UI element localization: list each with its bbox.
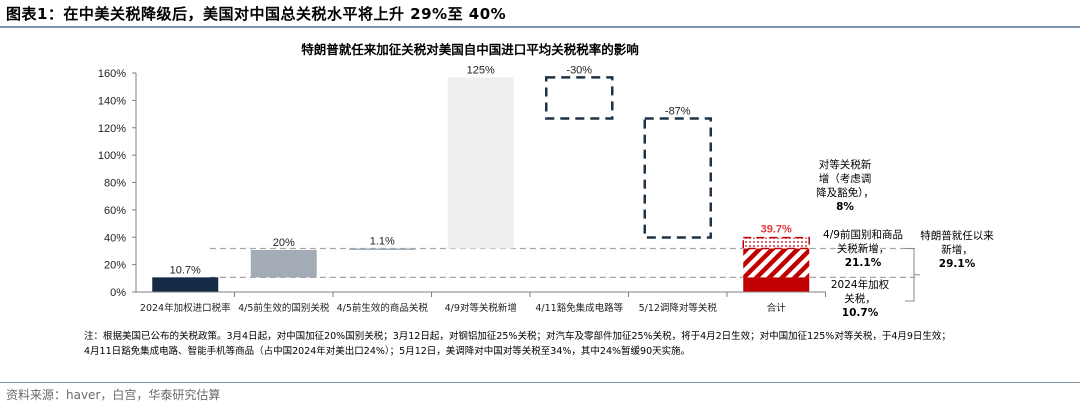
source-divider — [0, 382, 1080, 383]
annotation-reciprocal-text: 对等关税新增（考虑调降及豁免）， — [816, 159, 874, 199]
annotation-base-2024: 2024年加权关税， 10.7% — [827, 278, 893, 320]
y-tick-label: 20% — [104, 260, 126, 272]
figure-title: 图表1：在中美关税降级后，美国对中国总关税水平将上升 29%至 40% — [6, 5, 507, 23]
y-tick-label: 100% — [98, 150, 126, 162]
waterfall-bar — [250, 249, 317, 278]
y-tick-label: 0% — [110, 287, 126, 299]
annotation-reciprocal-value: 8% — [836, 201, 854, 213]
data-label: 1.1% — [370, 235, 395, 247]
waterfall-bar — [152, 277, 219, 292]
chart-note: 注：根据美国已公布的关税政策。3月4日起，对中国加征20%国别关税；3月12日起… — [84, 329, 1074, 359]
y-tick-label: 140% — [98, 95, 126, 107]
waterfall-bar — [643, 117, 712, 239]
annotation-since-trump: 特朗普就任以来新增， 29.1% — [920, 229, 994, 271]
y-tick-label: 60% — [104, 205, 126, 217]
data-label: -87% — [665, 105, 691, 117]
data-label: -30% — [566, 64, 592, 76]
bracket — [905, 247, 920, 302]
x-tick-label: 2024年加权进口税率 — [140, 302, 231, 314]
note-line: 注：根据美国已公布的关税政策。3月4日起，对中国加征20%国别关税；3月12日起… — [84, 331, 951, 342]
annotation-since-trump-value: 29.1% — [938, 258, 976, 270]
total-bar-segment — [742, 236, 810, 250]
title-divider — [0, 26, 1080, 28]
y-tick-label: 120% — [98, 123, 126, 135]
waterfall-bar — [349, 248, 416, 250]
x-tick-label: 合计 — [767, 302, 787, 314]
annotation-pre-4-9: 4/9前国别和商品关税新增， 21.1% — [822, 228, 904, 270]
total-bar-segment — [743, 277, 810, 292]
x-tick-label: 4/9对等关税新增 — [445, 302, 517, 314]
data-label: 20% — [273, 237, 295, 249]
waterfall-bar — [447, 77, 514, 249]
annotation-base-2024-text: 2024年加权关税， — [830, 279, 890, 305]
y-tick-label: 40% — [104, 232, 126, 244]
waterfall-bar — [545, 76, 614, 120]
y-tick-label: 80% — [104, 178, 126, 190]
source-text: 资料来源：haver，白宫，华泰研究估算 — [6, 388, 221, 402]
note-line: 4月11日豁免集成电路、智能手机等商品（占中国2024年对美出口24%）；5月1… — [84, 346, 691, 357]
data-label: 10.7% — [170, 264, 201, 276]
annotation-pre-4-9-value: 21.1% — [844, 257, 882, 269]
x-tick-label: 4/5前生效的商品关税 — [337, 302, 429, 314]
annotation-pre-4-9-text: 4/9前国别和商品关税新增， — [823, 229, 903, 255]
total-bar-segment — [743, 248, 810, 278]
chart-title: 特朗普就任来加征关税对美国自中国进口平均关税税率的影响 — [301, 42, 639, 57]
x-tick-label: 4/11豁免集成电路等 — [535, 302, 623, 314]
x-tick-label: 5/12调降对等关税 — [639, 302, 718, 314]
annotation-reciprocal: 对等关税新增（考虑调降及豁免）， 8% — [815, 158, 875, 214]
data-label: 125% — [467, 64, 495, 76]
waterfall-chart: 10.7% 20% 1.1% 125% -30% -87% 39.7% 0% 20% 40% 60%… — [98, 64, 920, 314]
total-label: 39.7% — [761, 224, 792, 236]
x-tick-label: 4/5前生效的国别关税 — [238, 302, 330, 314]
annotation-base-2024-value: 10.7% — [841, 307, 879, 319]
annotation-since-trump-text: 特朗普就任以来新增， — [920, 230, 994, 256]
y-tick-label: 160% — [98, 68, 126, 80]
